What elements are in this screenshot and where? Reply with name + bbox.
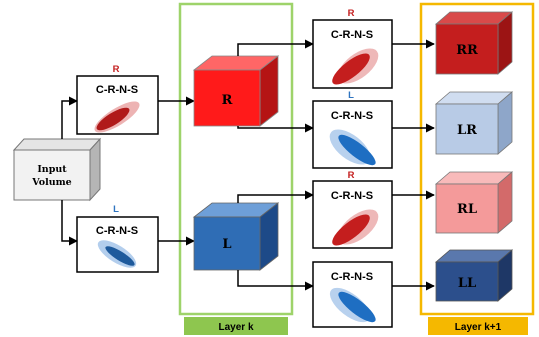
branch-label-r-rr: R — [348, 8, 355, 19]
branch-label-l-lr: L — [348, 90, 354, 101]
crns-label-l-level1: C-R-N-S — [96, 225, 138, 237]
cube-ll-layer-k1: LL — [434, 249, 514, 302]
crns-label-r-level1: C-R-N-S — [96, 84, 138, 96]
kernel-blue-icon — [329, 129, 376, 166]
connector-r-to-lr — [237, 123, 314, 133]
cube-ll-label: LL — [458, 276, 476, 291]
layer-k1-caption-box — [428, 317, 528, 335]
layer-k-frame — [178, 2, 294, 316]
cube-rr-layer-k1: RR — [434, 11, 514, 75]
layer-k-caption: Layer k — [218, 322, 253, 333]
connector-input-to-l — [61, 200, 78, 246]
crns-label-rr: C-R-N-S — [331, 29, 373, 41]
kernel-blue-icon — [329, 287, 376, 323]
branch-label-r-level1: R — [113, 64, 120, 75]
cube-lr-label: LR — [457, 123, 477, 138]
input-volume-cube: Input Volume — [12, 137, 102, 202]
kernel-red-icon — [94, 101, 140, 133]
kernel-blue-icon — [97, 240, 137, 268]
kernel-red-icon — [332, 209, 379, 246]
connector-r-to-rr — [237, 39, 314, 56]
crns-label-ll: C-R-N-S — [331, 271, 373, 283]
crns-block-l-level1 — [76, 216, 159, 273]
crns-label-rl: C-R-N-S — [331, 190, 373, 202]
layer-k-caption-box — [184, 317, 288, 335]
cube-lr-layer-k1: LR — [434, 91, 514, 155]
input-volume-line2: Volume — [31, 177, 71, 188]
cube-r-layer-k: R — [192, 55, 280, 127]
layer-k1-frame — [419, 2, 535, 316]
cube-rl-label: RL — [457, 202, 477, 217]
cube-rl-layer-k1: RL — [434, 171, 514, 234]
kernel-red-icon — [332, 48, 379, 85]
cube-rr-label: RR — [456, 43, 478, 58]
layer-k1-caption: Layer k+1 — [455, 322, 502, 333]
connector-l-to-ll — [237, 270, 314, 291]
connector-l-to-rl — [237, 190, 314, 203]
branch-label-r-rl: R — [348, 170, 355, 181]
crns-label-lr: C-R-N-S — [331, 110, 373, 122]
cube-r-label: R — [222, 93, 233, 108]
cube-l-layer-k: L — [192, 202, 280, 271]
cube-l-label: L — [222, 237, 231, 252]
input-volume-line1: Input — [37, 164, 67, 175]
connector-input-to-r — [61, 96, 78, 139]
branch-label-l-level1: L — [113, 204, 119, 215]
